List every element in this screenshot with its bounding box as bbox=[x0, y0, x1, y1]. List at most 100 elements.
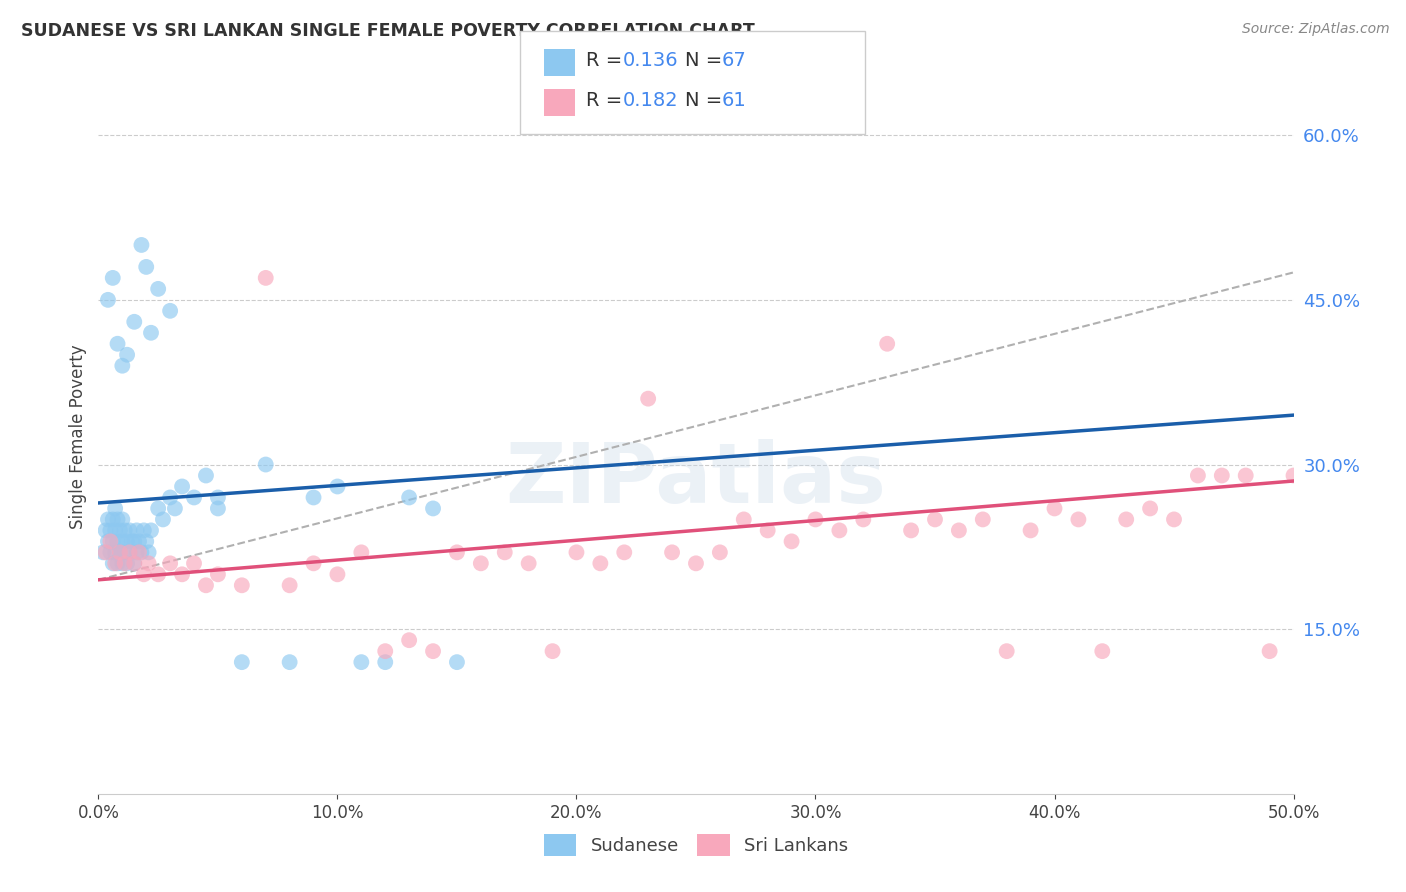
Point bbox=[302, 491, 325, 505]
Point bbox=[101, 271, 124, 285]
Point bbox=[135, 534, 157, 549]
Point bbox=[104, 501, 127, 516]
Point bbox=[104, 524, 127, 538]
Point bbox=[422, 501, 444, 516]
Point bbox=[124, 315, 146, 329]
Point bbox=[124, 534, 146, 549]
Point bbox=[152, 512, 174, 526]
Point bbox=[107, 512, 129, 526]
Point bbox=[104, 557, 127, 571]
Point bbox=[97, 293, 120, 307]
Point bbox=[1234, 468, 1257, 483]
Point bbox=[1211, 468, 1233, 483]
Point bbox=[132, 524, 155, 538]
Point bbox=[131, 238, 153, 252]
Point bbox=[374, 655, 396, 669]
Point bbox=[517, 557, 540, 571]
Point bbox=[995, 644, 1018, 658]
Point bbox=[132, 567, 155, 582]
Point bbox=[589, 557, 612, 571]
Point bbox=[108, 545, 131, 559]
Point bbox=[94, 524, 117, 538]
Point bbox=[163, 501, 186, 516]
Point bbox=[125, 545, 148, 559]
Point bbox=[470, 557, 492, 571]
Point bbox=[804, 512, 827, 526]
Text: R =: R = bbox=[586, 91, 628, 111]
Point bbox=[159, 557, 181, 571]
Point bbox=[398, 491, 420, 505]
Point bbox=[121, 534, 143, 549]
Point bbox=[350, 545, 373, 559]
Point bbox=[108, 524, 131, 538]
Point bbox=[114, 524, 136, 538]
Point bbox=[135, 260, 157, 274]
Point bbox=[1187, 468, 1209, 483]
Text: 61: 61 bbox=[721, 91, 747, 111]
Point bbox=[446, 655, 468, 669]
Point bbox=[254, 271, 277, 285]
Text: SUDANESE VS SRI LANKAN SINGLE FEMALE POVERTY CORRELATION CHART: SUDANESE VS SRI LANKAN SINGLE FEMALE POV… bbox=[21, 22, 755, 40]
Point bbox=[114, 545, 136, 559]
Point bbox=[302, 557, 325, 571]
Point bbox=[948, 524, 970, 538]
Text: R =: R = bbox=[586, 51, 628, 70]
Point bbox=[101, 557, 124, 571]
Point bbox=[124, 557, 146, 571]
Point bbox=[98, 545, 122, 559]
Text: N =: N = bbox=[685, 91, 728, 111]
Point bbox=[125, 524, 148, 538]
Point bbox=[254, 458, 277, 472]
Point bbox=[828, 524, 851, 538]
Point bbox=[541, 644, 564, 658]
Legend: Sudanese, Sri Lankans: Sudanese, Sri Lankans bbox=[537, 827, 855, 863]
Point bbox=[207, 567, 229, 582]
Text: ZIPatlas: ZIPatlas bbox=[506, 440, 886, 520]
Point bbox=[1067, 512, 1090, 526]
Point bbox=[231, 578, 253, 592]
Point bbox=[118, 545, 141, 559]
Point bbox=[111, 534, 134, 549]
Point bbox=[852, 512, 875, 526]
Text: N =: N = bbox=[685, 51, 728, 70]
Point bbox=[183, 491, 205, 505]
Point bbox=[709, 545, 731, 559]
Point bbox=[138, 557, 160, 571]
Point bbox=[1282, 468, 1305, 483]
Point bbox=[780, 534, 803, 549]
Point bbox=[1139, 501, 1161, 516]
Point bbox=[207, 501, 229, 516]
Point bbox=[115, 557, 138, 571]
Point bbox=[278, 655, 301, 669]
Point bbox=[195, 468, 218, 483]
Point bbox=[107, 557, 129, 571]
Point bbox=[637, 392, 659, 406]
Point bbox=[195, 578, 218, 592]
Point bbox=[661, 545, 683, 559]
Text: Source: ZipAtlas.com: Source: ZipAtlas.com bbox=[1241, 22, 1389, 37]
Point bbox=[398, 633, 420, 648]
Point bbox=[111, 512, 134, 526]
Point bbox=[756, 524, 779, 538]
Point bbox=[97, 534, 120, 549]
Point bbox=[111, 359, 134, 373]
Text: 0.182: 0.182 bbox=[623, 91, 679, 111]
Point bbox=[101, 512, 124, 526]
Point bbox=[494, 545, 516, 559]
Point bbox=[159, 303, 181, 318]
Point bbox=[128, 534, 150, 549]
Point bbox=[565, 545, 588, 559]
Point bbox=[183, 557, 205, 571]
Point bbox=[446, 545, 468, 559]
Point bbox=[1258, 644, 1281, 658]
Point bbox=[114, 557, 136, 571]
Point bbox=[107, 336, 129, 351]
Point bbox=[172, 567, 194, 582]
Point bbox=[118, 524, 141, 538]
Text: 67: 67 bbox=[721, 51, 747, 70]
Point bbox=[107, 534, 129, 549]
Point bbox=[111, 557, 134, 571]
Point bbox=[94, 545, 117, 559]
Point bbox=[128, 545, 150, 559]
Point bbox=[148, 282, 170, 296]
